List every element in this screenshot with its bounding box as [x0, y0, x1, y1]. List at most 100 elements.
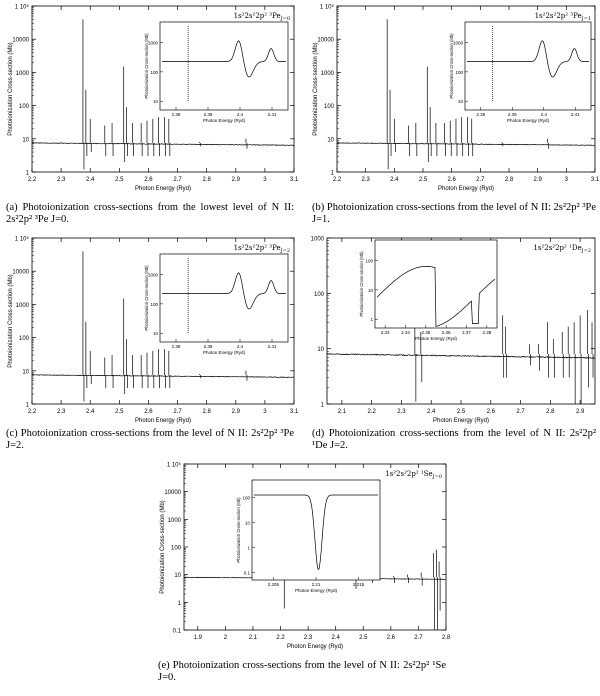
caption-e: (e) Photoionization cross-sections from …	[158, 660, 446, 683]
inset-x-axis-label: Photon Energy (Ryd)	[203, 118, 246, 123]
chart-b-svg: 1 10 100 1000 10000 1 10⁵ 2.2 2.3 2.4 2.5 2.6 2.7 2.…	[313, 4, 600, 193]
inset-x-tick-label: 2.205	[268, 582, 280, 587]
inset-y-tick-label: 100	[150, 302, 158, 307]
x-tick-label: 2.7	[173, 177, 182, 183]
x-tick-label: 2.7	[414, 635, 423, 641]
x-tick-label: 2.7	[173, 409, 182, 415]
x-tick-label: 1.9	[194, 635, 203, 641]
y-tick-label: 1	[331, 171, 335, 177]
state-label: 1s²2s²2p² ¹SeJ=0	[385, 470, 442, 480]
y-tick-label: 1	[178, 601, 182, 607]
x-axis-label: Photon Energy (Ryd)	[438, 186, 494, 192]
y-tick-label: 1000	[321, 71, 335, 77]
inset-y-tick-label: 10	[245, 521, 251, 526]
y-tick-label: 10	[22, 369, 29, 375]
x-tick-label: 2.8	[505, 177, 514, 183]
inset-x-tick-label: 2.4	[237, 344, 244, 349]
state-label: 1s²2s²2p² ¹DeJ=2	[533, 244, 591, 254]
x-tick-label: 2.3	[57, 177, 66, 183]
x-tick-label: 2.4	[390, 177, 399, 183]
inset-x-tick-label: 2.41	[571, 112, 580, 117]
inset-y-tick-label: 100	[150, 70, 158, 75]
x-tick-label: 2.6	[144, 409, 153, 415]
x-tick-label: 2.8	[202, 409, 211, 415]
inset-x-tick-label: 2.21	[312, 582, 321, 587]
x-tick-label: 2.2	[276, 635, 285, 641]
inset-x-axis-label: Photon Energy (Ryd)	[203, 350, 246, 355]
inset-frame	[251, 479, 381, 581]
inset-x-tick-label: 2.215	[353, 582, 365, 587]
y-tick-label: 1000	[311, 237, 325, 243]
x-tick-label: 2.3	[397, 409, 406, 415]
chart-b: 1 10 100 1000 10000 1 10⁵ 2.2 2.3 2.4 2.5 2.6 2.7 2.…	[305, 0, 600, 218]
y-axis-label: Photoionization Cross-section (Mb)	[313, 42, 319, 135]
state-j-label: J=1	[581, 16, 591, 22]
inset-x-tick-label: 2.39	[204, 112, 213, 117]
inset-x-tick-label: 2.38	[172, 344, 181, 349]
y-tick-label: 100	[324, 104, 335, 110]
x-tick-label: 2.9	[232, 409, 241, 415]
inset-curve	[162, 40, 286, 78]
inset-y-tick-label: 1	[370, 317, 373, 322]
y-tick-label: 1 10⁵	[15, 4, 30, 11]
x-tick-label: 2.2	[28, 177, 37, 183]
inset-y-tick-label: 1000	[148, 41, 159, 46]
y-tick-label: 1 10⁵	[15, 236, 30, 243]
x-axis-label: Photon Energy (Ryd)	[287, 644, 343, 650]
y-axis-label: Photoionization Cross-section (Mb)	[8, 274, 14, 367]
inset-y-tick-label: 10	[153, 99, 159, 104]
y-tick-label: 10000	[317, 38, 334, 44]
inset-x-axis-label: Photon Energy (Ryd)	[507, 118, 550, 123]
state-label: 1s²2s²2p² ³PeJ=1	[535, 12, 591, 22]
x-tick-label: 2.9	[232, 177, 241, 183]
inset-x-tick-label: 2.4	[237, 112, 244, 117]
chart-e-svg: 0.1 1 10 100 1000 10000 1 10⁵ 1.9 2 2.1 2.2 2.3 2.4 2…	[160, 462, 451, 651]
inset-plot: 10 100 1000 2.38 2.39 2.4 2.41 Photon Energy (R…	[449, 21, 592, 123]
x-tick-label: 2.3	[304, 635, 313, 641]
caption-b: (b) Photoionization cross-sections from …	[312, 202, 596, 225]
x-tick-label: 3	[263, 409, 267, 415]
x-tick-label: 2.2	[333, 177, 342, 183]
x-tick-label: 2.5	[115, 177, 124, 183]
x-tick-label: 2.2	[367, 409, 376, 415]
x-tick-label: 3.1	[290, 177, 299, 183]
y-tick-label: 10	[174, 573, 181, 579]
inset-y-tick-label: 1000	[453, 41, 464, 46]
x-tick-label: 2.3	[57, 409, 66, 415]
inset-x-tick-label: 2.39	[508, 112, 517, 117]
x-tick-label: 2.5	[419, 177, 428, 183]
y-tick-label: 10000	[12, 38, 29, 44]
inset-y-axis-label: Photoionization Cross-section (Mb)	[236, 497, 241, 563]
y-tick-label: 100	[19, 336, 30, 342]
y-axis-label: Photoionization Cross-section (Mb)	[160, 500, 166, 593]
chart-c-svg: 1 10 100 1000 10000 1 10⁵ 2.2 2.3 2.4 2.5 2.6 2.7 2.…	[8, 236, 299, 425]
x-tick-label: 2.5	[115, 409, 124, 415]
inset-curve	[254, 494, 378, 571]
inset-y-tick-label: 1	[247, 546, 250, 551]
inset-x-tick-label: 2.35	[421, 330, 430, 335]
inset-y-tick-label: 1000	[148, 273, 159, 278]
x-tick-label: 2.6	[144, 177, 153, 183]
inset-y-tick-label: 10	[153, 331, 159, 336]
x-tick-label: 2.1	[338, 409, 347, 415]
inset-x-tick-label: 2.41	[268, 112, 277, 117]
inset-plot: 1 10 100 2.33 2.34 2.35 2.36 2.37 2.38 Photon Ene…	[359, 239, 498, 341]
inset-y-axis-label: Photoionization Cross-section (Mb)	[144, 265, 149, 331]
inset-curve	[162, 272, 286, 310]
inset-x-tick-label: 2.38	[476, 112, 485, 117]
x-tick-label: 3	[565, 177, 569, 183]
inset-y-tick-label: 100	[455, 70, 463, 75]
state-j-label: J=2	[280, 248, 290, 254]
chart-c: 1 10 100 1000 10000 1 10⁵ 2.2 2.3 2.4 2.5 2.6 2.7 2.…	[0, 232, 300, 432]
y-tick-label: 1	[26, 403, 30, 409]
x-tick-label: 2.6	[387, 635, 396, 641]
state-label: 1s²2s²2p² ³PeJ=0	[234, 12, 290, 22]
inset-x-axis-label: Photon Energy (Ryd)	[415, 336, 458, 341]
y-tick-label: 1	[26, 171, 30, 177]
x-tick-label: 2.6	[447, 177, 456, 183]
y-tick-label: 10000	[164, 490, 181, 496]
spectrum-baseline	[336, 142, 596, 146]
inset-x-tick-label: 2.39	[204, 344, 213, 349]
y-tick-label: 100	[171, 546, 182, 552]
state-j-label: J=0	[280, 16, 290, 22]
